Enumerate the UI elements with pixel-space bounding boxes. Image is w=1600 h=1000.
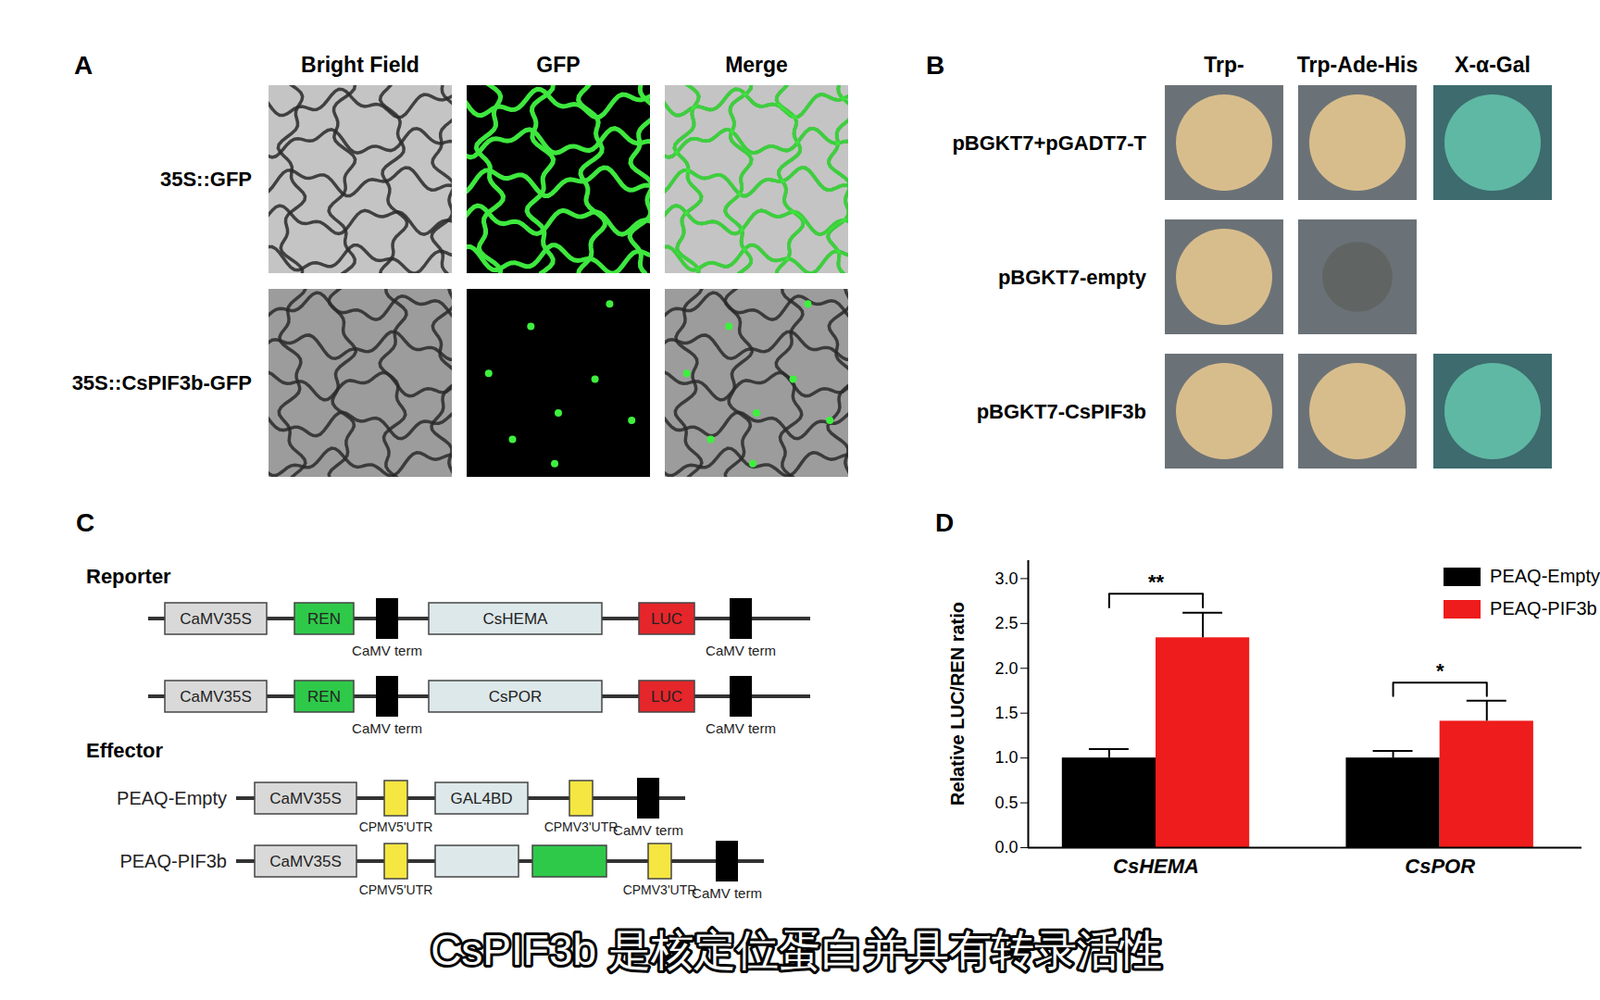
svg-text:CsHEMA: CsHEMA [483,610,550,628]
svg-text:35S::GFP: 35S::GFP [160,167,252,191]
svg-text:2.0: 2.0 [994,659,1018,678]
html-text:PEAQ-Empty: PEAQ-Empty [1489,565,1600,587]
svg-text:CaMV term: CaMV term [705,642,776,659]
svg-text:CsHEMA: CsHEMA [1112,854,1200,878]
html-text:Relative LUC/REN ratio: Relative LUC/REN ratio [946,601,968,806]
svg-text:Trp-Ade-His: Trp-Ade-His [1297,52,1418,77]
svg-text:Reporter: Reporter [86,564,172,588]
svg-text:LUC: LUC [650,610,683,628]
svg-text:D: D [935,508,954,538]
svg-text:Bright Field: Bright Field [300,52,420,77]
svg-text:Effector: Effector [86,738,164,763]
html-text:PEAQ-PIF3b: PEAQ-PIF3b [1489,598,1597,619]
svg-text:GAL4BD: GAL4BD [450,789,513,808]
svg-text:CaMV35S: CaMV35S [269,852,341,871]
svg-text:CsPOR: CsPOR [1404,854,1475,878]
svg-text:0.0: 0.0 [994,837,1018,857]
svg-text:CPMV5'UTR: CPMV5'UTR [359,882,434,898]
svg-text:CPMV3'UTR: CPMV3'UTR [544,819,619,835]
svg-text:pBGKT7-CsPIF3b: pBGKT7-CsPIF3b [976,400,1147,424]
svg-text:CaMV35S: CaMV35S [179,610,251,628]
svg-text:pBGKT7-empty: pBGKT7-empty [998,265,1148,289]
svg-text:CsPIF3b 是核定位蛋白并具有转录活性: CsPIF3b 是核定位蛋白并具有转录活性 [430,925,1163,975]
svg-text:B: B [925,50,945,80]
svg-text:CaMV term: CaMV term [612,822,684,838]
svg-text:CaMV term: CaMV term [351,642,423,659]
svg-text:0.5: 0.5 [994,793,1018,813]
svg-text:A: A [74,50,93,80]
svg-text:**: ** [1148,570,1165,594]
svg-text:CaMV term: CaMV term [705,720,776,737]
svg-text:3.0: 3.0 [994,569,1018,588]
svg-text:LUC: LUC [650,687,683,706]
svg-text:Merge: Merge [725,52,788,77]
svg-text:CaMV35S: CaMV35S [269,789,341,808]
svg-text:CsPOR: CsPOR [488,687,543,706]
svg-text:pBGKT7+pGADT7-T: pBGKT7+pGADT7-T [951,131,1147,155]
svg-text:GFP: GFP [536,52,580,77]
svg-text:2.5: 2.5 [994,613,1018,633]
svg-text:C: C [75,508,95,538]
svg-text:PEAQ-PIF3b: PEAQ-PIF3b [119,850,227,872]
svg-text:35S::CsPIF3b-GFP: 35S::CsPIF3b-GFP [72,371,252,395]
svg-text:CaMV term: CaMV term [691,885,763,901]
svg-text:REN: REN [307,687,341,706]
svg-text:1.0: 1.0 [994,748,1018,767]
svg-text:X-α-Gal: X-α-Gal [1454,52,1531,77]
svg-text:CaMV term: CaMV term [351,720,423,737]
svg-text:Trp-: Trp- [1203,52,1244,77]
svg-text:CPMV5'UTR: CPMV5'UTR [359,819,434,835]
svg-text:CPMV3'UTR: CPMV3'UTR [623,882,698,898]
svg-text:CaMV35S: CaMV35S [179,687,251,706]
svg-text:*: * [1436,659,1445,683]
svg-text:REN: REN [307,610,341,628]
svg-text:1.5: 1.5 [994,703,1018,723]
svg-text:PEAQ-Empty: PEAQ-Empty [116,787,227,809]
